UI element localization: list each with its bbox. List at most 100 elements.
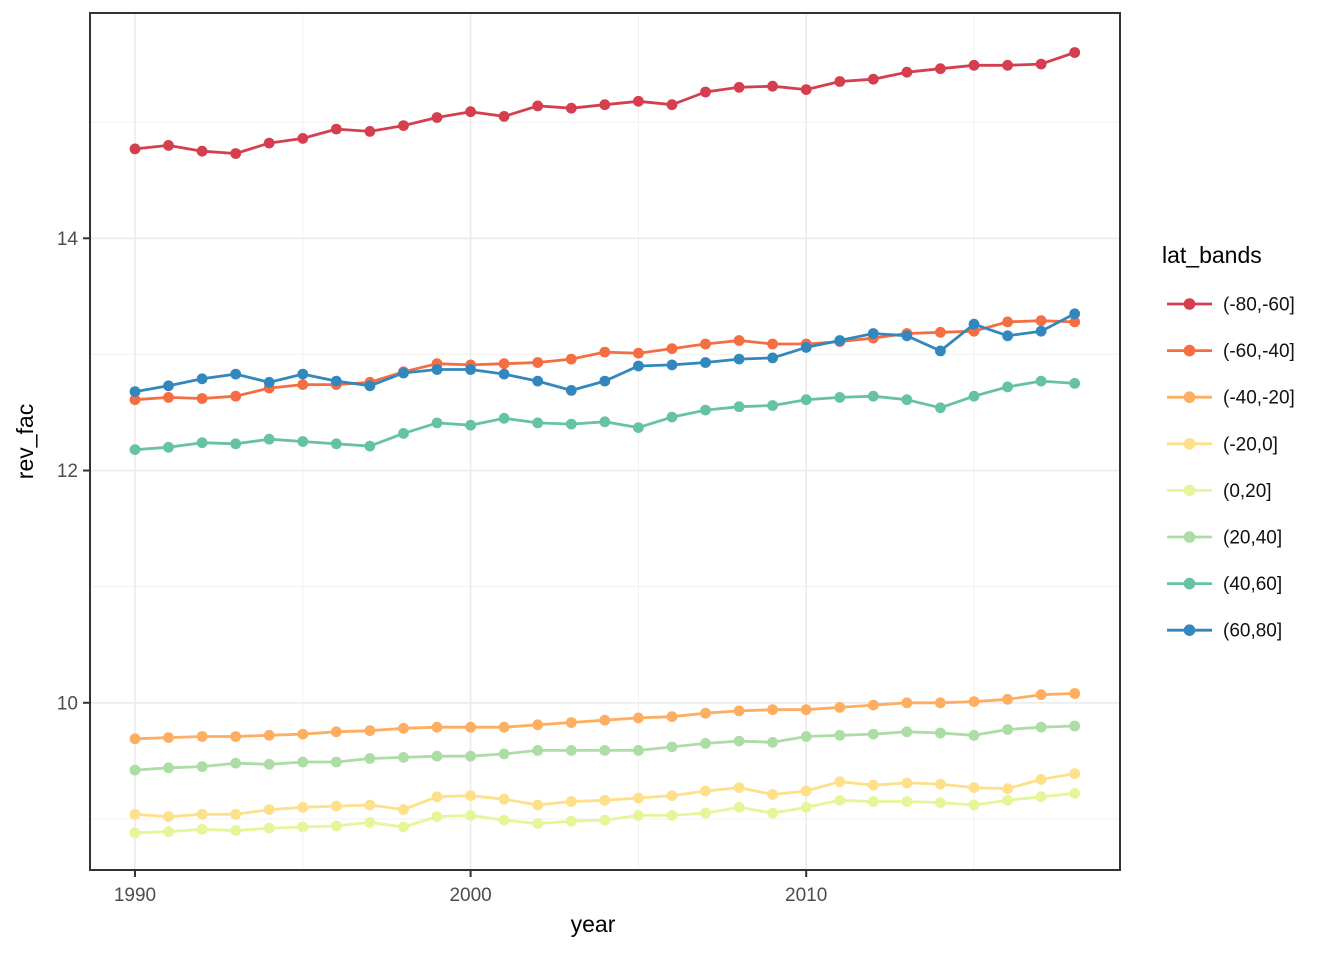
- data-point: [834, 776, 846, 788]
- data-point: [935, 797, 946, 808]
- data-point: [196, 393, 208, 404]
- data-point: [1035, 375, 1047, 387]
- data-point: [767, 789, 778, 800]
- data-point: [565, 353, 577, 365]
- data-point: [666, 711, 678, 723]
- data-point: [633, 95, 644, 107]
- data-point: [398, 752, 409, 763]
- data-point: [834, 76, 846, 87]
- data-point: [532, 375, 544, 387]
- data-point: [364, 440, 376, 452]
- series-(-20,0]: [129, 768, 1081, 822]
- data-point: [935, 778, 946, 790]
- legend-label: (-80,-60]: [1223, 295, 1295, 316]
- data-point: [565, 102, 577, 114]
- data-point: [465, 106, 476, 118]
- data-point: [968, 729, 980, 741]
- data-point: [398, 804, 409, 815]
- data-point: [599, 375, 611, 387]
- data-point: [398, 120, 409, 131]
- data-point: [498, 412, 510, 424]
- data-point: [800, 394, 812, 406]
- data-point: [800, 731, 812, 742]
- data-point: [532, 417, 544, 429]
- data-point: [465, 721, 476, 733]
- data-point: [1035, 721, 1047, 733]
- data-point: [196, 808, 208, 820]
- legend-item-(60,80]: (60,80]: [1167, 621, 1282, 642]
- data-point: [968, 59, 980, 71]
- data-point: [230, 368, 242, 380]
- data-point: [1069, 47, 1081, 58]
- data-point: [1035, 689, 1047, 701]
- data-point: [901, 726, 913, 738]
- data-point: [163, 811, 174, 822]
- data-point: [230, 757, 242, 769]
- data-point: [1069, 720, 1081, 732]
- data-point: [935, 345, 946, 357]
- data-point: [1002, 794, 1013, 806]
- data-point: [196, 437, 208, 449]
- legend-item-(-60,-40]: (-60,-40]: [1167, 341, 1295, 362]
- data-point: [633, 422, 644, 433]
- data-point: [129, 808, 141, 820]
- legend-key-point: [1183, 391, 1196, 404]
- data-point: [532, 719, 544, 731]
- data-point: [733, 735, 745, 747]
- data-point: [565, 418, 577, 430]
- data-point: [666, 790, 678, 802]
- data-point: [129, 143, 141, 155]
- data-point: [901, 330, 913, 342]
- data-point: [867, 699, 879, 711]
- data-point: [297, 436, 309, 447]
- series-(-80,-60]: [129, 47, 1081, 159]
- data-point: [431, 417, 443, 429]
- data-point: [398, 428, 409, 439]
- x-tick-label: 2010: [785, 885, 827, 906]
- data-point: [901, 697, 913, 709]
- data-point: [230, 438, 242, 450]
- data-point: [431, 721, 443, 733]
- data-point: [599, 346, 611, 358]
- data-point: [733, 782, 745, 793]
- data-point: [700, 738, 711, 749]
- legend-item-(40,60]: (40,60]: [1167, 574, 1282, 595]
- data-point: [700, 338, 711, 350]
- y-tick-label: 12: [57, 461, 78, 482]
- data-point: [935, 326, 946, 338]
- data-point: [599, 714, 611, 726]
- data-point: [297, 756, 309, 768]
- data-point: [297, 379, 309, 390]
- data-point: [700, 357, 711, 368]
- data-point: [565, 796, 577, 807]
- data-point: [330, 123, 342, 135]
- data-point: [1069, 378, 1081, 389]
- data-point: [1069, 316, 1081, 328]
- legend-label: (40,60]: [1223, 574, 1282, 595]
- data-point: [834, 335, 846, 346]
- data-point: [1069, 788, 1081, 799]
- data-point: [1035, 315, 1047, 327]
- data-point: [867, 779, 879, 791]
- data-point: [935, 402, 946, 414]
- series-(0,20]: [129, 788, 1081, 839]
- data-point: [498, 793, 510, 805]
- data-point: [733, 81, 745, 93]
- legend-label: (60,80]: [1223, 621, 1282, 642]
- series-(-60,-40]: [129, 315, 1081, 406]
- data-point: [263, 729, 275, 741]
- legend-item-(-40,-20]: (-40,-20]: [1167, 388, 1295, 409]
- data-point: [431, 112, 443, 123]
- data-point: [1002, 330, 1013, 342]
- data-point: [330, 726, 342, 738]
- legend-title: lat_bands: [1162, 242, 1262, 268]
- data-point: [834, 702, 846, 713]
- legend-label: (20,40]: [1223, 528, 1282, 549]
- data-point: [196, 731, 208, 742]
- legend-key-point: [1183, 344, 1196, 357]
- data-point: [330, 438, 342, 450]
- data-point: [1035, 58, 1047, 70]
- data-point: [330, 800, 342, 812]
